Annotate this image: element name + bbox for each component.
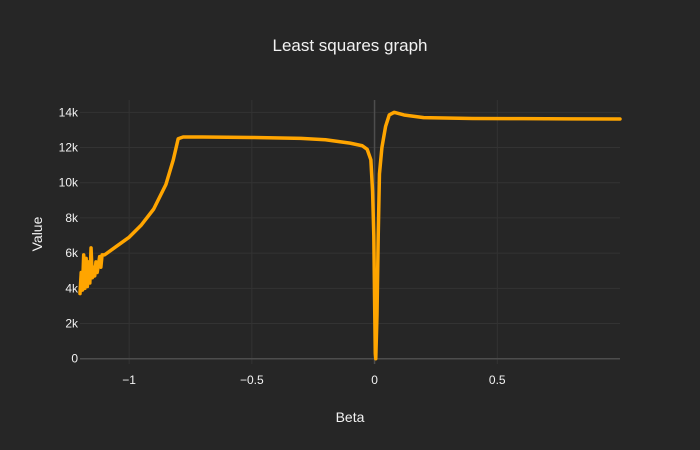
- y-tick-label: 8k: [65, 211, 79, 225]
- x-tick-label: 0: [371, 373, 378, 387]
- y-tick-label: 12k: [59, 141, 79, 155]
- x-tick-label: −0.5: [240, 373, 264, 387]
- x-tick-labels: −1 −0.5 0 0.5: [122, 373, 506, 387]
- series-line-0: [78, 110, 622, 361]
- x-tick-label: −1: [122, 373, 136, 387]
- y-tick-labels: 0 2k 4k 6k 8k 10k 12k 14k: [59, 105, 79, 365]
- y-tick-label: 2k: [65, 317, 79, 331]
- y-tick-label: 14k: [59, 105, 79, 119]
- x-tick-label: 0.5: [489, 373, 506, 387]
- x-axis-label: Beta: [336, 409, 365, 425]
- y-tick-label: 10k: [59, 176, 79, 190]
- y-axis-label: Value: [29, 216, 45, 251]
- y-tick-label: 6k: [65, 246, 79, 260]
- series-layer: [78, 110, 622, 361]
- chart-title: Least squares graph: [273, 36, 428, 55]
- grid-layer: [80, 100, 620, 364]
- y-tick-label: 0: [71, 352, 78, 366]
- y-tick-label: 4k: [65, 281, 79, 295]
